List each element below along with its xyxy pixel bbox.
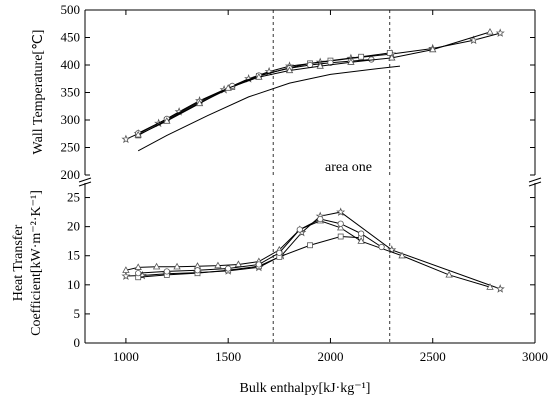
bottom-series-point bbox=[387, 245, 397, 254]
x-tick-label: 2000 bbox=[317, 349, 343, 364]
bottom-series-point bbox=[378, 243, 385, 251]
y-tick-label: 450 bbox=[61, 30, 81, 45]
bottom-series-point bbox=[152, 262, 161, 270]
bottom-series-point bbox=[173, 262, 181, 270]
bottom-series-point bbox=[255, 261, 262, 268]
y-tick-label: 15 bbox=[67, 248, 80, 263]
bottom-series-point bbox=[337, 233, 344, 240]
bottom-series-point bbox=[486, 283, 494, 290]
y-tick-label: 250 bbox=[61, 140, 81, 155]
bottom-series-point bbox=[337, 220, 344, 227]
bottom-series-point bbox=[358, 230, 365, 237]
bottom-series-point bbox=[495, 284, 505, 293]
series-layer bbox=[121, 27, 505, 293]
axis-break-mark bbox=[78, 181, 92, 187]
top-series-point bbox=[358, 53, 365, 60]
top-series-point bbox=[224, 84, 232, 91]
x-tick-label: 1500 bbox=[215, 349, 241, 364]
bottom-series-point bbox=[234, 260, 243, 268]
top-series-point bbox=[388, 53, 396, 61]
bottom-series-line bbox=[125, 220, 491, 288]
x-tick-label: 3000 bbox=[522, 349, 548, 364]
top-series-point bbox=[255, 73, 263, 80]
top-series-point bbox=[163, 117, 171, 124]
top-series-point bbox=[429, 45, 437, 53]
top-series-point bbox=[121, 134, 131, 144]
top-series-point bbox=[469, 35, 479, 45]
bottom-series-point bbox=[357, 237, 365, 244]
top-series-point bbox=[195, 99, 204, 107]
y-tick-label: 20 bbox=[67, 219, 80, 234]
axis-break-mark bbox=[528, 177, 542, 183]
top-series-line bbox=[137, 52, 390, 136]
bottom-series-point bbox=[296, 226, 303, 233]
bottom-series-point bbox=[121, 271, 131, 280]
y-tick-label: 10 bbox=[67, 277, 80, 292]
y-tick-label: 400 bbox=[61, 57, 81, 72]
top-series-point bbox=[495, 28, 505, 37]
y-tick-label: 500 bbox=[61, 2, 81, 17]
y-tick-label: 0 bbox=[74, 335, 81, 350]
bottom-series-point bbox=[445, 270, 453, 278]
top-series-point bbox=[486, 27, 494, 35]
top-series-point bbox=[285, 66, 294, 74]
bottom-series-point bbox=[336, 207, 346, 216]
bottom-series-point bbox=[337, 223, 345, 231]
x-tick-label: 1000 bbox=[113, 349, 139, 364]
y-tick-label: 350 bbox=[61, 85, 81, 100]
top-series-line bbox=[125, 32, 501, 140]
axis-break-mark bbox=[528, 181, 542, 187]
bottom-series-point bbox=[163, 268, 170, 275]
y-tick-label: 5 bbox=[74, 306, 81, 321]
bottom-y-axis-label-text: Heat Transfer Coefficient[kW·m⁻²·K⁻¹] bbox=[11, 190, 44, 336]
top-series-line bbox=[137, 59, 372, 134]
bottom-series-point bbox=[194, 267, 201, 274]
x-tick-label: 2500 bbox=[420, 349, 446, 364]
top-series-point bbox=[347, 58, 355, 65]
bottom-series-point bbox=[122, 266, 130, 273]
area-annotation: area one bbox=[325, 160, 372, 175]
bottom-y-axis-label-line: Heat Transfer bbox=[11, 224, 26, 301]
top-series-point bbox=[316, 62, 324, 69]
axis-break-mark bbox=[78, 177, 92, 183]
bottom-series-point bbox=[225, 265, 232, 272]
bottom-series-point bbox=[317, 215, 324, 223]
bottom-series-point bbox=[214, 261, 222, 269]
top-y-axis-label: Wall Temperature[℃] bbox=[31, 30, 46, 155]
bottom-y-axis-label-line: Coefficient[kW·m⁻²·K⁻¹] bbox=[29, 190, 44, 336]
top-series-point bbox=[386, 50, 393, 56]
top-series-line bbox=[137, 65, 401, 152]
bottom-series-point bbox=[134, 263, 142, 270]
y-tick-label: 25 bbox=[67, 190, 80, 205]
bottom-series-point bbox=[276, 249, 283, 256]
bottom-series-point bbox=[307, 242, 313, 249]
top-panel-axes: 200 250 300 350 400 450 500 bbox=[61, 2, 536, 182]
bottom-y-axis-label: Heat Transfer Coefficient[kW·m⁻²·K⁻¹] bbox=[11, 190, 44, 336]
bottom-series-point bbox=[398, 251, 406, 259]
y-tick-label: 300 bbox=[61, 112, 81, 127]
top-series-point bbox=[134, 130, 142, 138]
x-axis-label: Bulk enthalpy[kJ·kg⁻¹] bbox=[240, 381, 371, 396]
bottom-panel-axes: 0 5 10 15 20 25 1000 1500 2000 2500 3000 bbox=[67, 183, 548, 364]
y-tick-label: 200 bbox=[61, 167, 81, 182]
bottom-series-point bbox=[135, 270, 142, 277]
